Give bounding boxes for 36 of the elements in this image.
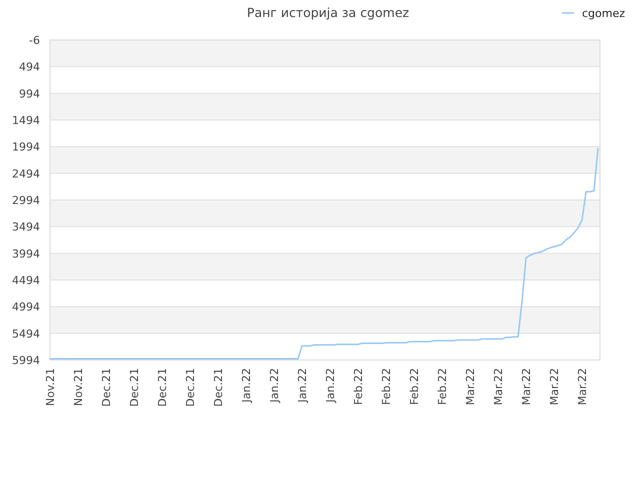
y-tick-label: 994 — [19, 87, 40, 100]
x-tick-label: Feb.22 — [352, 368, 365, 405]
y-tick-label: 4994 — [12, 300, 40, 314]
x-tick-label: Dec.21 — [184, 368, 197, 407]
y-tick-label: 2494 — [12, 167, 40, 180]
y-tick-label: 5994 — [12, 354, 40, 367]
x-tick-label: Mar.22 — [520, 368, 533, 406]
x-tick-label: Dec.21 — [100, 368, 113, 407]
y-tick-label: 1494 — [12, 114, 40, 127]
y-tick-label: 4494 — [12, 274, 40, 287]
x-tick-label: Mar.22 — [492, 368, 505, 406]
x-tick-label: Dec.21 — [212, 368, 225, 407]
y-tick-label: 3494 — [12, 220, 40, 234]
line-series — [49, 147, 599, 360]
y-tick-label: 5494 — [12, 327, 40, 340]
legend-label: cgomez — [582, 7, 626, 20]
x-tick-label: Mar.22 — [576, 368, 589, 406]
y-tick-label: 494 — [19, 60, 40, 74]
y-tick-label: 2994 — [12, 194, 40, 207]
x-tick-label: Feb.22 — [408, 368, 421, 405]
y-tick-label: 3994 — [12, 247, 40, 260]
x-tick-label: Feb.22 — [436, 368, 449, 405]
x-tick-label: Dec.21 — [156, 368, 169, 407]
x-tick-label: Jan.22 — [324, 368, 337, 404]
x-tick-label: Mar.22 — [464, 368, 477, 406]
y-tick-label: -6 — [29, 34, 40, 47]
chart-title: Ранг историја за cgomez — [246, 5, 410, 20]
x-tick-label: Feb.22 — [380, 368, 393, 405]
x-tick-label: Nov.21 — [72, 368, 85, 406]
x-tick-label: Jan.22 — [296, 368, 309, 404]
x-tick-label: Jan.22 — [240, 368, 253, 404]
x-tick-label: Nov.21 — [44, 368, 57, 406]
x-tick-label: Jan.22 — [268, 368, 281, 404]
x-tick-label: Dec.21 — [128, 368, 141, 407]
x-tick-label: Mar.22 — [548, 368, 561, 406]
y-tick-label: 1994 — [12, 140, 40, 154]
